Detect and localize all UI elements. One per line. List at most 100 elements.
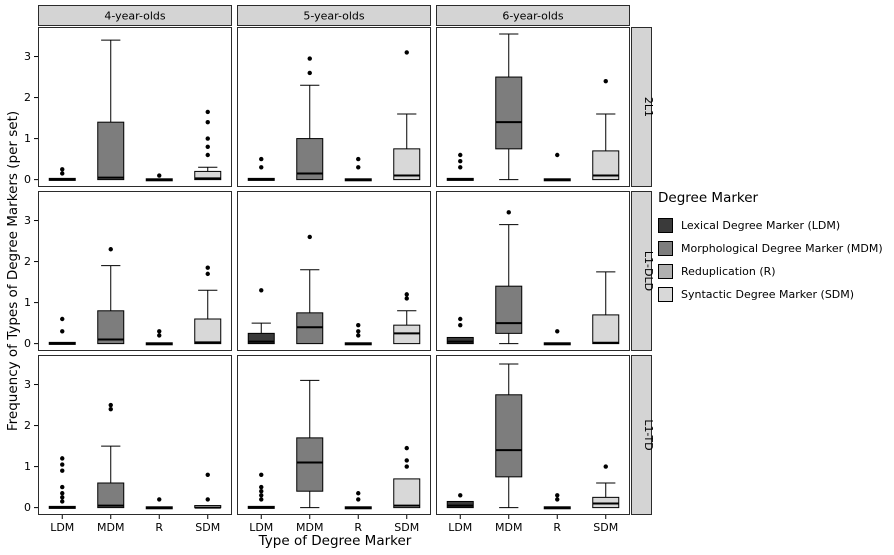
x-tick-label: R [155, 521, 163, 534]
facet-strip-right-label: L1-TD [642, 419, 655, 450]
outlier-point [259, 497, 264, 502]
outlier-point [506, 210, 511, 215]
x-tick-label: MDM [97, 521, 124, 534]
facet-strip-top-label: 4-year-olds [104, 10, 166, 23]
box [393, 148, 421, 181]
outlier-point [404, 458, 409, 463]
y-tick-label: 1 [24, 460, 31, 473]
box [247, 332, 275, 345]
legend-label: Reduplication (R) [681, 265, 776, 278]
outlier-point [356, 329, 361, 334]
legend-swatch [658, 264, 673, 279]
outlier-point [259, 288, 264, 293]
outlier-point [60, 171, 65, 176]
x-tick-label: SDM [394, 521, 419, 534]
panel [237, 191, 431, 351]
legend-label: Morphological Degree Marker (MDM) [681, 242, 883, 255]
facet-strip-right-label: 2L1 [642, 97, 655, 117]
legend-label: Lexical Degree Marker (LDM) [681, 219, 841, 232]
outlier-point [60, 499, 65, 504]
box [495, 285, 523, 334]
y-tick-label: 1 [24, 132, 31, 145]
facet-strip-right-label: L1-DLD [642, 251, 655, 291]
outlier-point [404, 464, 409, 469]
y-tick-label: 2 [24, 255, 31, 268]
outlier-point [259, 156, 264, 162]
outlier-point [404, 50, 409, 55]
panel [436, 191, 630, 351]
outlier-point [205, 119, 210, 125]
box [592, 496, 620, 509]
outlier-point [60, 491, 65, 496]
outlier-point [555, 152, 560, 158]
legend-item: Reduplication (R) [658, 264, 892, 279]
outlier-point [555, 497, 560, 502]
facet-strip-top [436, 5, 630, 26]
outlier-point [60, 329, 65, 334]
outlier-point [60, 495, 65, 500]
x-tick-label: R [354, 521, 362, 534]
facet-strip-top-label: 5-year-olds [303, 10, 365, 23]
y-tick-label: 3 [24, 50, 31, 63]
outlier-point [356, 497, 361, 502]
box [97, 482, 125, 509]
outlier-point [60, 484, 65, 490]
outlier-point [404, 292, 409, 297]
box [446, 500, 474, 509]
y-tick-label: 2 [24, 91, 31, 104]
outlier-point [157, 173, 162, 178]
outlier-point [60, 462, 65, 467]
box [495, 76, 523, 150]
outlier-point [404, 296, 409, 301]
box [393, 324, 421, 345]
outlier-point [205, 271, 210, 277]
legend-item: Syntactic Degree Marker (SDM) [658, 287, 892, 302]
box [592, 314, 620, 345]
x-tick-label: LDM [249, 521, 273, 534]
outlier-point [555, 329, 560, 334]
x-axis-title: Type of Degree Marker [258, 533, 412, 549]
outlier-point [458, 158, 463, 164]
x-tick-label: LDM [50, 521, 74, 534]
legend-swatch [658, 287, 673, 302]
panel [38, 355, 232, 515]
box [296, 437, 324, 492]
outlier-point [356, 165, 361, 170]
outlier-point [205, 109, 210, 115]
box [97, 310, 125, 345]
box [296, 312, 324, 345]
outlier-point [259, 484, 264, 490]
outlier-point [404, 445, 409, 451]
outlier-point [356, 156, 361, 162]
box [97, 121, 125, 181]
legend-item: Morphological Degree Marker (MDM) [658, 241, 892, 256]
outlier-point [108, 406, 113, 412]
box [495, 394, 523, 478]
outlier-point [458, 165, 463, 170]
panel [38, 27, 232, 187]
facet-strip-right [631, 355, 652, 515]
outlier-point [307, 70, 312, 76]
outlier-point [458, 322, 463, 328]
outlier-point [458, 493, 463, 498]
box [194, 318, 222, 345]
y-tick-label: 3 [24, 214, 31, 227]
outlier-point [205, 152, 210, 158]
outlier-point [205, 136, 210, 141]
outlier-point [356, 322, 361, 328]
outlier-point [603, 464, 608, 469]
outlier-point [60, 468, 65, 473]
outlier-point [157, 329, 162, 334]
legend-swatch [658, 241, 673, 256]
y-tick-label: 3 [24, 378, 31, 391]
outlier-point [60, 316, 65, 322]
outlier-point [458, 152, 463, 158]
facet-strip-right [631, 27, 652, 187]
outlier-point [157, 497, 162, 502]
x-tick-label: MDM [495, 521, 522, 534]
x-tick-label: SDM [195, 521, 220, 534]
outlier-point [259, 472, 264, 477]
outlier-point [205, 497, 210, 502]
outlier-point [356, 491, 361, 496]
